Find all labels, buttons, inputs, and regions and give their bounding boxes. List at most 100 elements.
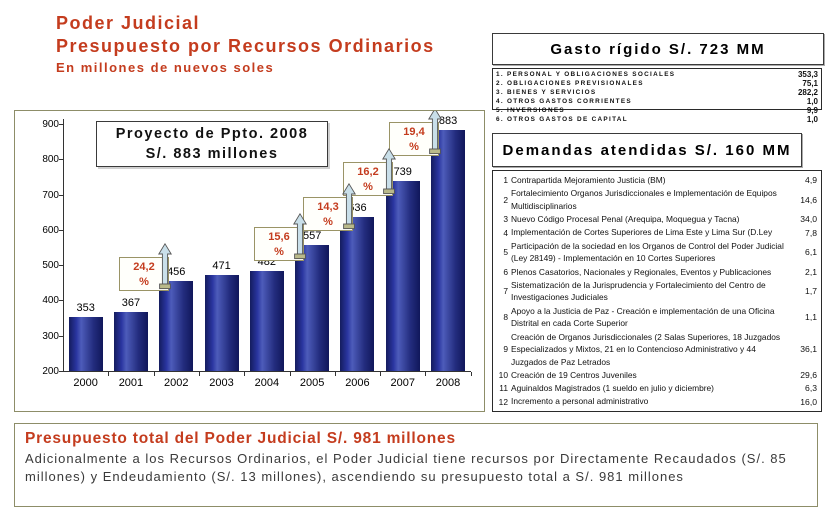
demandas-row: 8 Apoyo a la Justicia de Paz - Creación e… xyxy=(493,305,819,330)
demandas-row-number: 11 xyxy=(499,383,508,394)
demandas-row: 4 Implementación de Cortes Superiores de … xyxy=(493,226,819,239)
y-axis-label: 700 xyxy=(42,189,59,201)
x-axis-tick xyxy=(470,372,472,376)
footer-body: Adicionalmente a los Recursos Ordinarios… xyxy=(25,451,787,484)
page-title: Poder Judicial Presupuesto por Recursos … xyxy=(56,12,435,78)
y-axis-tick xyxy=(59,371,63,372)
bar-chart: Proyecto de Ppto. 2008 S/. 883 millones … xyxy=(14,110,485,412)
demandas-row-label: Creación de Organos Jurisdiccionales (2 … xyxy=(511,331,781,367)
demandas-row: 12 Incremento a personal administrativo 16… xyxy=(493,395,819,408)
demandas-title: Demandas atendidas S/. 160 MM xyxy=(502,141,792,159)
y-axis-tick xyxy=(59,159,63,161)
growth-callout: 19,4% xyxy=(389,122,439,156)
x-axis-label: 2006 xyxy=(345,377,370,389)
growth-pct-value: 14,3 xyxy=(317,201,339,213)
demandas-row-label: Creación de 19 Centros Juveniles xyxy=(511,369,637,380)
growth-arrow-icon xyxy=(427,111,443,161)
demandas-row-label: Contrapartida Mejoramiento Justicia (BM) xyxy=(511,175,666,185)
growth-pct-unit: % xyxy=(274,246,284,258)
demandas-row-value: 29,6 xyxy=(800,370,817,381)
gasto-row-value: 1,0 xyxy=(806,97,818,106)
demandas-title-box: Demandas atendidas S/. 160 MM xyxy=(492,133,802,167)
bar-value-label: 557 xyxy=(302,230,322,243)
gasto-row-value: 282,2 xyxy=(797,88,818,97)
y-axis-tick xyxy=(59,265,63,267)
bar-value-label: 456 xyxy=(167,265,186,278)
bar-value-label: 367 xyxy=(121,297,141,310)
growth-arrow-icon xyxy=(157,242,173,296)
x-axis-label: 2002 xyxy=(164,377,189,389)
chart-bar xyxy=(340,217,375,371)
chart-bar xyxy=(385,180,420,371)
demandas-row-value: 7,8 xyxy=(805,227,817,238)
gasto-rigido-table: 1. PERSONAL Y OBLIGACIONES SOCIALES 353,3… xyxy=(492,68,822,124)
demandas-row: 7 Sistematización de la Jurisprudencia y … xyxy=(493,279,819,304)
footer-title: Presupuesto total del Poder Judicial S/.… xyxy=(25,430,456,447)
demandas-row-number: 5 xyxy=(503,247,508,258)
chart-note-line-1: Proyecto de Ppto. 2008 xyxy=(115,126,309,142)
gasto-rigido-row: 3. BIENES Y SERVICIOS 282,2 xyxy=(496,88,818,97)
gasto-row-value: 353,3 xyxy=(797,70,818,79)
growth-pct-unit: % xyxy=(409,141,419,153)
demandas-row-label: Nuevo Código Procesal Penal (Arequipa, M… xyxy=(511,214,740,225)
y-axis-tick xyxy=(59,229,63,231)
x-axis-line xyxy=(63,371,471,372)
gasto-row-value: 75,1 xyxy=(802,79,818,88)
chart-bar xyxy=(431,129,466,371)
x-axis-tick xyxy=(198,372,200,376)
growth-pct-value: 19,4 xyxy=(403,126,425,138)
x-axis-tick xyxy=(334,372,336,376)
demandas-row: 9 Creación de Organos Jurisdiccionales (2… xyxy=(493,331,819,369)
x-axis-tick xyxy=(380,372,382,376)
y-axis-tick xyxy=(59,300,63,302)
demandas-row: 5 Participación de la sociedad en los Org… xyxy=(493,240,819,265)
growth-arrow-icon xyxy=(292,212,308,266)
gasto-row-value: 9,9 xyxy=(806,106,818,115)
demandas-row: 11 Aguinaldos Magistrados (1 sueldo en ju… xyxy=(493,382,819,395)
x-axis-tick xyxy=(425,372,427,376)
y-axis-label: 200 xyxy=(42,366,59,377)
growth-pct-value: 16,2 xyxy=(357,166,379,178)
demandas-row: 3 Nuevo Código Procesal Penal (Arequipa, … xyxy=(493,213,819,226)
chart-bar xyxy=(249,271,284,371)
demandas-row-number: 12 xyxy=(498,396,508,407)
chart-bar xyxy=(204,275,239,371)
demandas-row-number: 4 xyxy=(503,227,508,238)
x-axis-tick xyxy=(108,372,110,376)
x-axis-tick xyxy=(289,372,291,376)
chart-bar xyxy=(68,317,103,371)
bar-value-label: 739 xyxy=(393,165,412,178)
x-axis-label: 2000 xyxy=(73,377,98,389)
demandas-row-label: Apoyo a la Justicia de Paz - Creación e … xyxy=(511,305,775,329)
demandas-row-label: Plenos Casatorios, Nacionales y Regional… xyxy=(511,266,772,277)
growth-pct-unit: % xyxy=(139,276,149,288)
demandas-row-number: 10 xyxy=(498,370,508,381)
chart-note-box: Proyecto de Ppto. 2008 S/. 883 millones xyxy=(96,121,328,167)
demandas-row-label: Aguinaldos Magistrados (1 sueldo en juli… xyxy=(511,383,714,394)
y-axis-label: 900 xyxy=(42,119,59,130)
x-axis-label: 2005 xyxy=(299,377,325,389)
gasto-row-label: 3. BIENES Y SERVICIOS xyxy=(496,89,597,96)
demandas-row-number: 7 xyxy=(503,286,508,297)
demandas-row-label: Incremento a personal administrativo xyxy=(511,396,649,407)
title-subtitle: En millones de nuevos soles xyxy=(56,60,275,75)
chart-bar xyxy=(113,312,148,371)
demandas-row-label: Participación de la sociedad en los Orga… xyxy=(511,240,784,264)
demandas-row-value: 14,6 xyxy=(800,194,817,205)
x-axis-label: 2007 xyxy=(390,377,415,389)
y-axis-label: 400 xyxy=(42,295,59,307)
demandas-row-number: 9 xyxy=(503,344,508,355)
demandas-row-value: 34,0 xyxy=(800,214,817,225)
y-axis-tick xyxy=(59,335,63,337)
demandas-row-label: Fortalecimiento Organos Jurisdiccionales… xyxy=(511,188,777,211)
gasto-rigido-row: 6. OTROS GASTOS DE CAPITAL 1,0 xyxy=(496,115,818,124)
demandas-row-value: 6,3 xyxy=(805,383,817,394)
gasto-row-label: 1. PERSONAL Y OBLIGACIONES SOCIALES xyxy=(496,71,676,78)
demandas-row: 10 Creación de 19 Centros Juveniles 29,6 xyxy=(493,369,819,382)
demandas-row-number: 2 xyxy=(503,194,508,205)
y-axis-tick xyxy=(59,124,63,125)
y-axis-label: 600 xyxy=(42,224,59,236)
demandas-row: 1 Contrapartida Mejoramiento Justicia (BM… xyxy=(493,174,819,187)
gasto-rigido-row: 5. INVERSIONES 9,9 xyxy=(496,106,818,115)
